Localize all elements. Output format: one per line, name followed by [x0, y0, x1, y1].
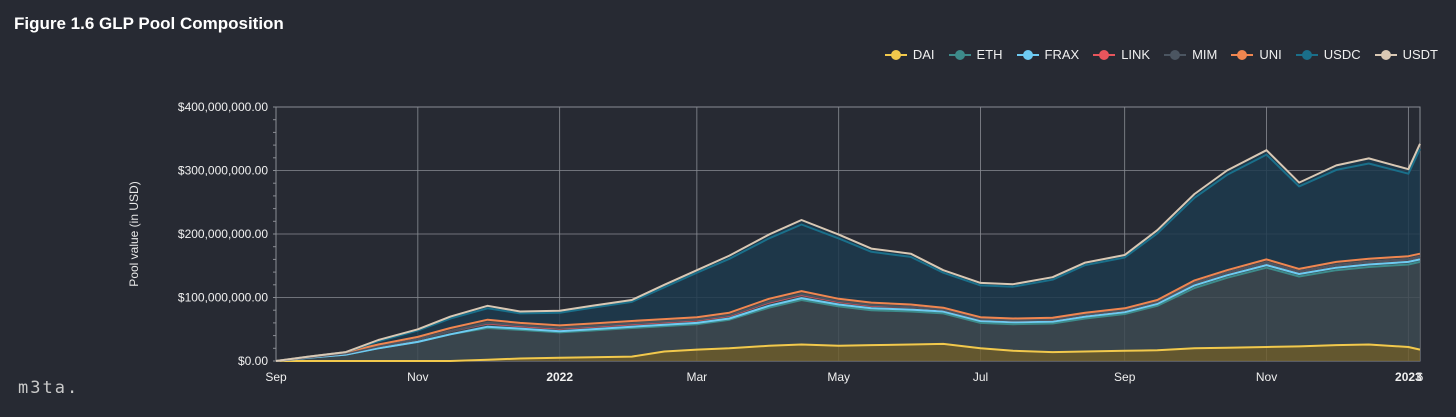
- x-tick-label: 6: [1417, 370, 1424, 384]
- legend-item-uni[interactable]: UNI: [1231, 47, 1282, 62]
- legend-marker-icon: [1016, 49, 1039, 60]
- legend-item-dai[interactable]: DAI: [884, 47, 935, 62]
- m3ta-logo: m3ta.: [18, 378, 80, 398]
- legend-label: DAI: [912, 47, 935, 62]
- legend-item-frax[interactable]: FRAX: [1016, 47, 1080, 62]
- y-tick-label: $100,000,000.00: [178, 291, 268, 305]
- x-tick-label: 2022: [546, 370, 573, 384]
- x-tick-label: 2023: [1395, 370, 1422, 384]
- x-tick-label: Sep: [265, 370, 287, 384]
- y-tick-label: $300,000,000.00: [178, 164, 268, 178]
- legend-label: UNI: [1259, 47, 1282, 62]
- area-dai: [276, 343, 1420, 361]
- y-tick-label: $0.00: [238, 354, 268, 368]
- x-tick-label: Mar: [687, 370, 708, 384]
- y-tick-label: $400,000,000.00: [178, 100, 268, 114]
- series-line-usdt: [275, 143, 1421, 362]
- y-tick-label: $200,000,000.00: [178, 227, 268, 241]
- legend-marker-icon: [1231, 49, 1254, 60]
- x-tick-label: Nov: [1256, 370, 1277, 384]
- legend-label: LINK: [1121, 47, 1151, 62]
- chart-legend: DAI ETH FRAX LINK MIM UNI USDC USDT: [884, 47, 1438, 62]
- legend-item-link[interactable]: LINK: [1093, 47, 1150, 62]
- x-tick-label: Nov: [407, 370, 428, 384]
- legend-item-usdc[interactable]: USDC: [1295, 47, 1361, 62]
- chart-title: Figure 1.6 GLP Pool Composition: [14, 14, 284, 33]
- legend-label: USDT: [1402, 47, 1438, 62]
- legend-marker-icon: [1374, 49, 1397, 60]
- legend-label: ETH: [976, 47, 1003, 62]
- legend-label: MIM: [1192, 47, 1218, 62]
- legend-label: FRAX: [1044, 47, 1080, 62]
- y-axis-label: Pool value (in USD): [127, 181, 141, 286]
- area-eth: [276, 261, 1420, 361]
- legend-label: USDC: [1323, 47, 1361, 62]
- series-line-frax: [275, 258, 1421, 362]
- x-tick-label: May: [827, 370, 850, 384]
- series-line-usdc: [275, 148, 1421, 362]
- legend-item-mim[interactable]: MIM: [1164, 47, 1217, 62]
- legend-marker-icon: [948, 49, 971, 60]
- legend-marker-icon: [1295, 49, 1318, 60]
- series-line-mim: [275, 255, 1421, 362]
- series-line-uni: [275, 252, 1421, 362]
- legend-marker-icon: [884, 49, 907, 60]
- legend-marker-icon: [1093, 49, 1116, 60]
- legend-marker-icon: [1164, 49, 1187, 60]
- x-tick-label: Sep: [1114, 370, 1136, 384]
- area-usdc: [276, 148, 1420, 361]
- legend-item-usdt[interactable]: USDT: [1374, 47, 1438, 62]
- legend-item-eth[interactable]: ETH: [948, 47, 1003, 62]
- x-tick-label: Jul: [973, 370, 988, 384]
- series-line-dai: [276, 342, 1421, 362]
